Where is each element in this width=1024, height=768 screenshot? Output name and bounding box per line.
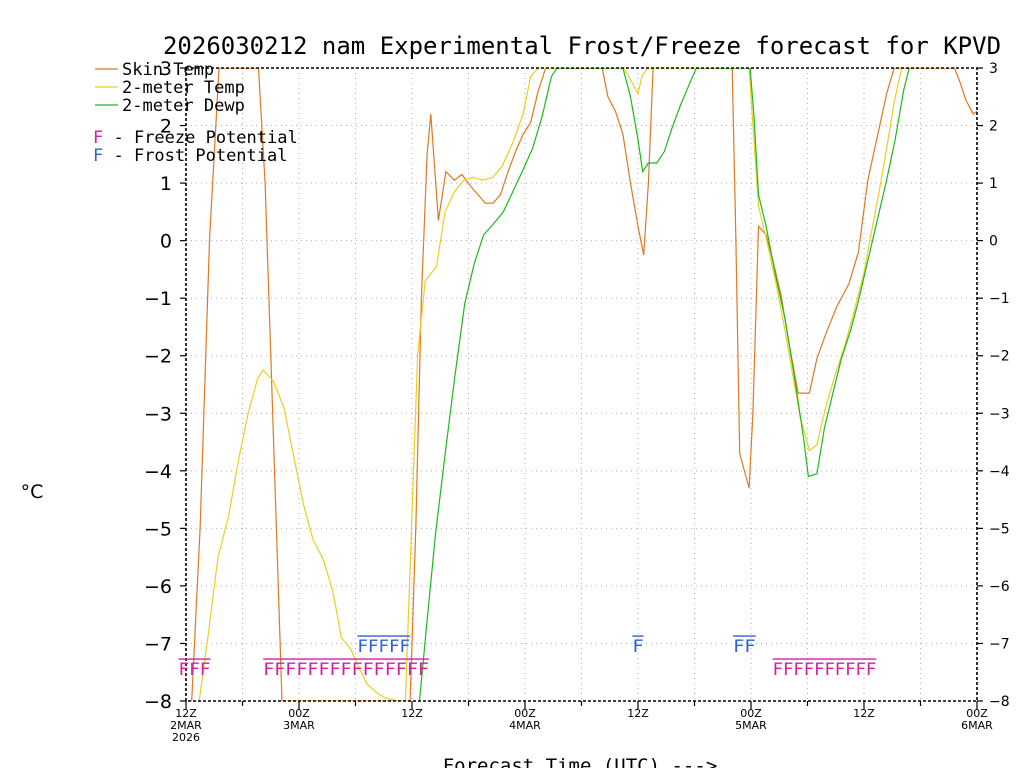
y-tick-label-right: −2 bbox=[989, 349, 1010, 365]
chart-title: 2026030212 nam Experimental Frost/Freeze… bbox=[163, 32, 1001, 60]
y-tick-label-right: −7 bbox=[989, 636, 1010, 652]
legend-marker-entry: F - Freeze Potential bbox=[93, 128, 298, 148]
y-tick-label-left: 3 bbox=[160, 58, 172, 80]
x-tick-label: 12Z 2MAR 2026 bbox=[170, 707, 202, 744]
x-tick-label: 12Z bbox=[627, 707, 649, 720]
x-tick-label: 12Z bbox=[401, 707, 423, 720]
frost-marker-run: FFFFF bbox=[357, 637, 410, 657]
y-tick-label-right: 1 bbox=[989, 176, 998, 192]
series-line-2-meter-temp bbox=[198, 68, 903, 701]
y-tick-label-right: 3 bbox=[989, 61, 998, 77]
y-tick-label-right: 0 bbox=[989, 234, 998, 250]
y-tick-label-left: −4 bbox=[144, 461, 172, 483]
series-line-skin-temp bbox=[191, 68, 977, 701]
x-tick-label: 12Z bbox=[853, 707, 875, 720]
y-tick-label-left: 0 bbox=[160, 231, 172, 253]
y-axis-label: °C bbox=[21, 481, 44, 503]
y-tick-label-left: 2 bbox=[160, 116, 172, 138]
plot-frame bbox=[185, 67, 978, 702]
frost-marker-run: FF bbox=[733, 637, 756, 657]
y-tick-label-left: −6 bbox=[144, 576, 172, 598]
x-tick-label: 00Z 5MAR bbox=[735, 707, 767, 732]
legend-entry: 2-meter Temp bbox=[122, 78, 245, 98]
y-tick-label-right: −5 bbox=[989, 521, 1010, 537]
y-tick-label-left: −7 bbox=[144, 633, 172, 655]
y-tick-label-right: −1 bbox=[989, 291, 1010, 307]
legend-marker-entry: F - Frost Potential bbox=[93, 146, 287, 166]
y-tick-label-right: −8 bbox=[989, 694, 1010, 710]
y-tick-label-left: 1 bbox=[160, 173, 172, 195]
legend-entry: Skin Temp bbox=[122, 60, 214, 80]
x-tick-label: 00Z 6MAR bbox=[961, 707, 993, 732]
legend-entry: 2-meter Dewp bbox=[122, 96, 245, 116]
x-tick-label: 00Z 3MAR bbox=[283, 707, 315, 732]
series-layer bbox=[191, 68, 977, 701]
freeze-marker-run: FFF bbox=[178, 660, 210, 680]
freeze-marker-run: FFFFFFFFFFFFFFF bbox=[263, 660, 429, 680]
y-tick-label-right: −4 bbox=[989, 464, 1010, 480]
frost-marker-run: F bbox=[632, 637, 643, 657]
y-tick-label-left: −2 bbox=[144, 346, 172, 368]
y-tick-label-left: −5 bbox=[144, 518, 172, 540]
y-tick-label-right: −6 bbox=[989, 579, 1010, 595]
y-tick-label-left: −1 bbox=[144, 288, 172, 310]
frost-freeze-markers: FFF FFFFFFFFFFFFFFF FFFFFFFFFFFFFFF F FF bbox=[178, 635, 877, 680]
x-tick-label: 00Z 4MAR bbox=[509, 707, 541, 732]
y-tick-label-left: −3 bbox=[144, 403, 172, 425]
y-tick-label-left: −8 bbox=[144, 691, 172, 713]
series-line-2-meter-dewp bbox=[418, 68, 910, 701]
freeze-marker-run: FFFFFFFFFF bbox=[773, 660, 877, 680]
grid bbox=[186, 68, 977, 701]
y-tick-label-right: −3 bbox=[989, 406, 1010, 422]
axes: −8 −8 −7 −7 −6 −6 −5 −5 −4 −4 −3 −3 −2 −2 −1 −1 0 0 1 1 2 2 3 3… bbox=[144, 58, 1010, 744]
y-tick-label-right: 2 bbox=[989, 119, 998, 135]
x-axis-label: Forecast Time (UTC) ---> bbox=[443, 755, 718, 768]
